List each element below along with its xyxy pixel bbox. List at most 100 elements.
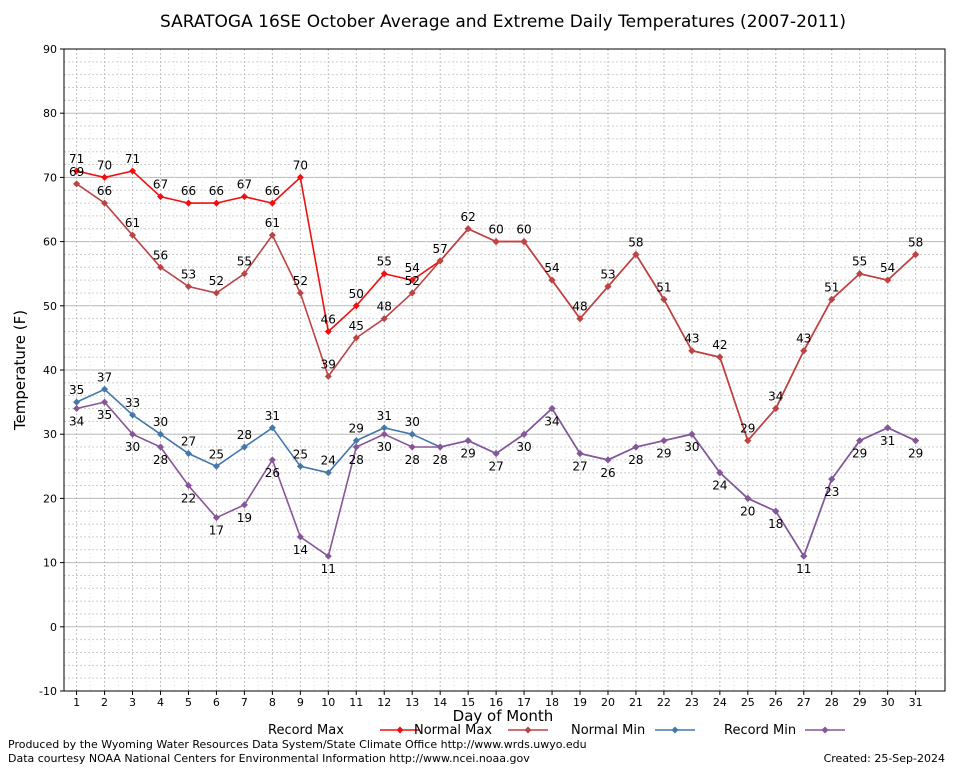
record-max-data-label: 34: [768, 390, 783, 404]
y-tick-label: 70: [43, 171, 57, 184]
record-min-data-label: 28: [153, 453, 168, 467]
x-tick-label: 24: [713, 696, 727, 709]
record-min-point: [688, 430, 696, 438]
record-max-data-label: 46: [321, 312, 336, 326]
record-min-point: [632, 443, 640, 451]
record-max-data-label: 66: [209, 184, 224, 198]
record-min-data-label: 34: [544, 415, 559, 429]
record-min-data-label: 30: [516, 440, 531, 454]
normal-min-point: [156, 430, 164, 438]
record-min-data-label: 11: [796, 562, 811, 576]
normal-max-point: [520, 238, 528, 246]
record-max-data-label: 54: [880, 261, 895, 275]
record-max-data-label: 42: [712, 338, 727, 352]
normal-max-point: [548, 276, 556, 284]
record-min-data-label: 29: [656, 447, 671, 461]
x-axis-label: Day of Month: [453, 707, 554, 725]
record-min-data-label: 31: [880, 434, 895, 448]
normal-min-point: [380, 424, 388, 432]
record-min-data-label: 29: [852, 447, 867, 461]
record-max-data-label: 67: [237, 178, 252, 192]
x-tick-label: 25: [741, 696, 755, 709]
record-max-point: [240, 193, 248, 201]
x-tick-label: 31: [909, 696, 923, 709]
normal-max-point: [744, 437, 752, 445]
legend: Record Max Normal Max Normal Min Record Min: [268, 723, 845, 738]
normal-max-data-label: 52: [293, 274, 308, 288]
record-max-data-label: 60: [516, 223, 531, 237]
record-min-point: [828, 475, 836, 483]
normal-min-data-label: 37: [97, 370, 112, 384]
x-tick-label: 4: [157, 696, 164, 709]
record-min-data-label: 17: [209, 524, 224, 538]
record-min-point: [73, 405, 81, 413]
x-tick-label: 28: [825, 696, 839, 709]
record-max-data-label: 54: [544, 261, 559, 275]
normal-max-point: [240, 270, 248, 278]
data-labels: 7169353470663735716133306756302866532722…: [69, 152, 923, 576]
x-tick-label: 21: [629, 696, 643, 709]
record-max-data-label: 71: [125, 152, 140, 166]
chart-title: SARATOGA 16SE October Average and Extrem…: [160, 12, 846, 32]
record-min-data-label: 29: [461, 447, 476, 461]
normal-max-point: [212, 289, 220, 297]
normal-max-point: [324, 372, 332, 380]
y-tick-label: 0: [50, 621, 57, 634]
record-max-data-label: 70: [97, 158, 112, 172]
record-max-point: [352, 302, 360, 310]
normal-min-point: [73, 398, 81, 406]
normal-min-point: [212, 462, 220, 470]
x-tick-label: 15: [461, 696, 475, 709]
x-tick-label: 23: [685, 696, 699, 709]
record-min-point: [380, 430, 388, 438]
record-max-data-label: 60: [488, 223, 503, 237]
record-min-point: [184, 482, 192, 490]
record-max-data-label: 50: [349, 287, 364, 301]
record-min-point: [520, 430, 528, 438]
record-min-point: [604, 456, 612, 464]
record-min-point: [240, 501, 248, 509]
normal-max-point: [576, 315, 584, 323]
normal-min-data-label: 27: [181, 434, 196, 448]
record-max-point: [101, 173, 109, 181]
record-min-data-label: 28: [628, 453, 643, 467]
x-tick-label: 20: [601, 696, 615, 709]
normal-max-point: [800, 347, 808, 355]
record-min-point: [744, 494, 752, 502]
record-min-data-label: 22: [181, 492, 196, 506]
normal-max-data-label: 56: [153, 248, 168, 262]
record-min-data-label: 18: [768, 517, 783, 531]
record-min-data-label: 27: [572, 459, 587, 473]
record-max-point: [296, 173, 304, 181]
normal-max-point: [268, 231, 276, 239]
record-min-data-label: 30: [684, 440, 699, 454]
y-tick-label: 80: [43, 107, 57, 120]
record-min-point: [716, 469, 724, 477]
normal-min-point: [184, 449, 192, 457]
record-min-point: [129, 430, 137, 438]
record-min-point: [912, 437, 920, 445]
x-tick-label: 8: [269, 696, 276, 709]
record-min-point: [884, 424, 892, 432]
record-max-data-label: 48: [572, 300, 587, 314]
record-min-data-label: 28: [349, 453, 364, 467]
normal-min-point: [268, 424, 276, 432]
record-min-point: [856, 437, 864, 445]
x-tick-label: 13: [405, 696, 419, 709]
x-tick-label: 30: [881, 696, 895, 709]
record-max-data-label: 51: [656, 280, 671, 294]
normal-min-data-label: 24: [321, 454, 336, 468]
record-min-point: [464, 437, 472, 445]
x-tick-label: 5: [185, 696, 192, 709]
record-min-point: [492, 449, 500, 457]
record-min-data-label: 30: [377, 440, 392, 454]
normal-max-data-label: 61: [265, 216, 280, 230]
y-tick-label: 30: [43, 428, 57, 441]
normal-min-point: [240, 443, 248, 451]
record-min-point: [660, 437, 668, 445]
normal-min-data-label: 30: [405, 415, 420, 429]
record-max-data-label: 29: [740, 422, 755, 436]
normal-max-point: [632, 250, 640, 258]
normal-min-data-label: 25: [209, 447, 224, 461]
